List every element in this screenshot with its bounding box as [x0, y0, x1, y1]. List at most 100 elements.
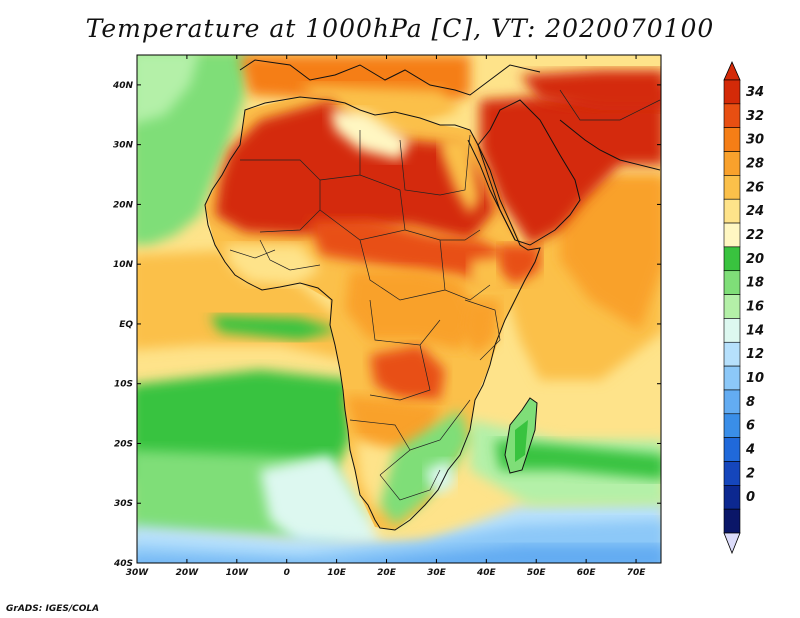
- lon-tick-label: 70E: [627, 568, 647, 578]
- lat-tick-label: 20N: [113, 200, 134, 210]
- europe-coast: [239, 59, 541, 96]
- land-temperature: [205, 70, 661, 530]
- lat-tick-label: 40S: [113, 559, 133, 569]
- colorbar-swatch: [723, 389, 741, 415]
- south-indian-ocean-band: [495, 440, 661, 480]
- colorbar-swatch: [723, 103, 741, 128]
- southern-africa-cool: [380, 410, 470, 525]
- colorbar-swatch: [723, 270, 741, 295]
- lon-tick-label: 20W: [176, 568, 200, 578]
- colorbar-level-label: 32: [746, 109, 764, 124]
- iran-land: [520, 70, 661, 110]
- border-line: [399, 134, 471, 196]
- border-line: [240, 159, 321, 233]
- madagascar-coastline: [504, 397, 538, 474]
- colorbar-level-label: 10: [746, 371, 764, 386]
- colorbar-level-label: 24: [746, 204, 764, 219]
- horn-of-africa: [500, 245, 540, 285]
- colorbar-swatch: [723, 222, 741, 248]
- south-atlantic-cold: [260, 455, 380, 545]
- colorbar-swatch: [723, 127, 741, 152]
- colorbar-swatch: [723, 151, 741, 176]
- axis-ticks: 30W 20W 10W 0 10E 20E 30E 40E 50E 60E 70E 40N 30N 20N…: [112, 55, 661, 578]
- equatorial-cool-tongue: [210, 315, 340, 340]
- country-borders: [229, 89, 661, 501]
- border-line: [464, 299, 501, 361]
- grads-credit: GrADS: IGES/COLA: [6, 604, 100, 614]
- nile-red-sea-mild: [440, 135, 480, 215]
- lat-tick-label: 20S: [114, 439, 133, 449]
- lat-tick-label: 10S: [114, 380, 133, 390]
- lat-tick-label: 10N: [113, 260, 134, 270]
- coastlines: [204, 59, 661, 531]
- persian-gulf-coast: [559, 119, 661, 171]
- colorbar-level-label: 8: [746, 395, 755, 410]
- red-sea-coast: [467, 139, 516, 241]
- drakensberg-cold: [425, 460, 455, 495]
- arabia-land: [480, 85, 661, 245]
- colorbar-top-triangle: [723, 61, 741, 81]
- lon-tick-label: 40E: [476, 568, 497, 578]
- border-line: [319, 174, 406, 241]
- colorbar-swatch: [723, 246, 741, 272]
- lon-tick-label: 20E: [377, 568, 397, 578]
- colorbar-level-label: 0: [746, 490, 755, 505]
- border-line: [349, 419, 411, 476]
- colorbar-swatch: [723, 79, 741, 105]
- lon-tick-label: 10E: [327, 568, 347, 578]
- sahel-very-warm: [310, 220, 520, 285]
- border-line: [369, 299, 441, 346]
- lat-tick-label: 30S: [114, 499, 133, 509]
- colorbar-level-label: 16: [746, 300, 764, 315]
- colorbar-swatch: [723, 508, 741, 534]
- map-title: Temperature at 1000hPa [C], VT: 20200701…: [85, 14, 715, 43]
- colorbar-level-label: 4: [745, 443, 755, 458]
- atlas-cool-zone: [330, 110, 410, 160]
- africa-coastline: [204, 96, 541, 531]
- north-atlantic-cold-core: [137, 55, 199, 123]
- congo-very-warm: [370, 345, 445, 400]
- lon-tick-label: 50E: [527, 568, 547, 578]
- colorbar-level-label: 12: [746, 347, 764, 362]
- colorbar-swatch: [723, 413, 741, 438]
- colorbar-swatch: [723, 175, 741, 200]
- border-line: [229, 249, 276, 259]
- lat-tick-label: 30N: [113, 141, 134, 151]
- border-line: [409, 399, 471, 451]
- colorbar-level-label: 28: [746, 156, 764, 171]
- colorbar-swatch: [723, 461, 741, 486]
- colorbar-level-label: 6: [746, 419, 755, 434]
- colorbar-level-label: 30: [746, 133, 764, 148]
- border-line: [404, 229, 481, 241]
- border-line: [439, 239, 491, 301]
- border-line: [559, 89, 661, 121]
- border-line: [369, 344, 431, 401]
- lon-tick-label: 60E: [577, 568, 597, 578]
- colorbar-level-label: 20: [746, 252, 764, 267]
- plot-frame: [136, 54, 662, 564]
- colorbar-swatch: [723, 485, 741, 510]
- west-africa-coast-mild: [225, 245, 320, 285]
- colorbar-bottom-triangle: [723, 532, 741, 555]
- border-line: [359, 239, 446, 301]
- madagascar-highlands: [515, 420, 528, 462]
- sahara-hot-core: [215, 100, 495, 240]
- colorbar-swatch: [723, 365, 741, 391]
- arabian-sea-warm: [560, 175, 661, 330]
- colorbar-level-label: 18: [746, 276, 764, 291]
- border-line: [379, 469, 441, 501]
- lat-tick-label: 40N: [112, 81, 134, 91]
- lon-tick-label: 30E: [427, 568, 447, 578]
- colorbar-swatch: [723, 437, 741, 462]
- colorbar-level-label: 22: [746, 228, 764, 243]
- border-line: [259, 239, 321, 271]
- colorbar-level-label: 2: [746, 466, 755, 481]
- colorbar-level-label: 26: [746, 180, 764, 195]
- colorbar-swatch: [723, 318, 741, 343]
- colorbar-swatch: [723, 198, 741, 224]
- lon-tick-label: 30W: [126, 568, 150, 578]
- colorbar-level-label: 14: [746, 323, 764, 338]
- lon-tick-label: 0: [284, 568, 290, 578]
